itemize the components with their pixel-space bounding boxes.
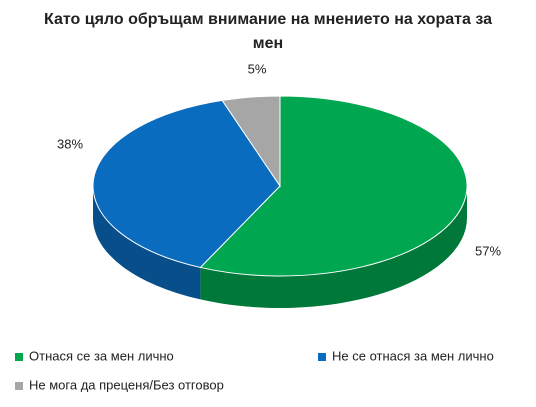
data-label: 38% [57, 136, 83, 151]
data-label: 57% [475, 243, 501, 258]
slice [199, 95, 468, 277]
legend-swatch [318, 353, 326, 361]
legend-label: Не се отнася за мен лично [332, 348, 494, 363]
legend-swatch [15, 353, 23, 361]
data-label: 5% [248, 61, 267, 76]
slice-side [200, 186, 467, 309]
legend-label: Отнася се за мен лично [29, 348, 174, 363]
slice [221, 95, 281, 188]
slice-side [93, 186, 201, 300]
legend-label: Не мога да преценя/Без отговор [29, 377, 224, 392]
legend-swatch [15, 382, 23, 390]
chart-title: Като цяло обръщам внимание на мнението н… [44, 11, 492, 52]
slice [92, 99, 281, 268]
